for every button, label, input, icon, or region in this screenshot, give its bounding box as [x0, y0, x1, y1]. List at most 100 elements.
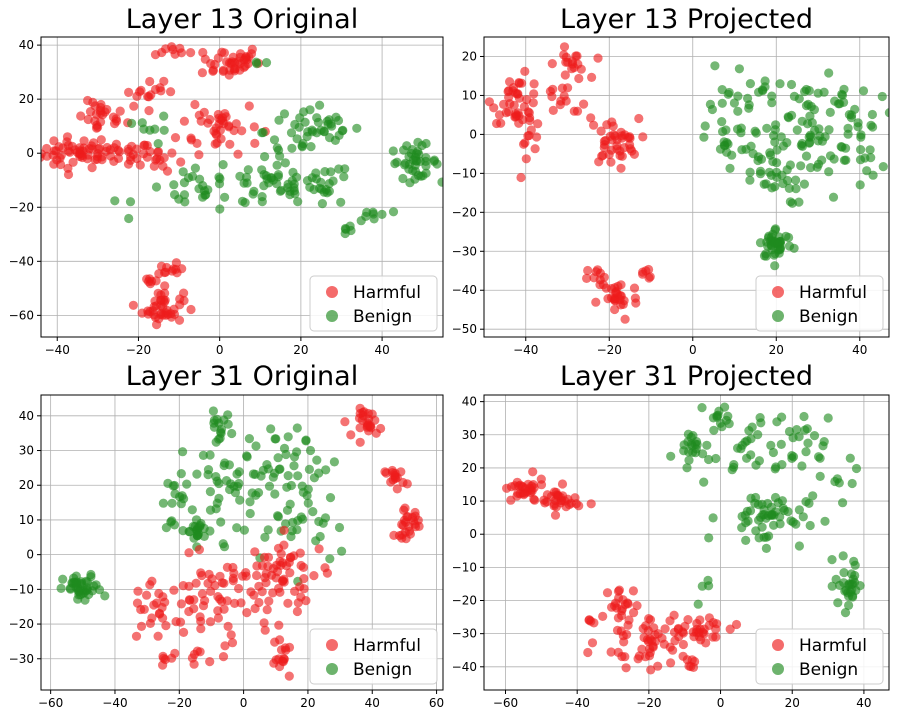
benign-point	[183, 173, 194, 183]
harmful-point	[259, 618, 269, 628]
harmful-point	[115, 106, 125, 116]
benign-point	[827, 555, 837, 565]
y-tick-label: −30	[452, 244, 477, 258]
benign-point	[815, 453, 825, 463]
harmful-point	[203, 578, 213, 589]
benign-point	[214, 493, 224, 503]
harmful-point	[159, 153, 169, 163]
benign-point	[283, 432, 293, 442]
benign-point	[796, 161, 806, 171]
harmful-point	[129, 101, 139, 111]
harmful-point	[63, 163, 73, 173]
y-tick-label: 40	[462, 395, 477, 409]
benign-point	[710, 61, 720, 71]
harmful-point	[264, 596, 274, 606]
harmful-point	[227, 638, 238, 648]
benign-point	[274, 464, 284, 474]
harmful-point	[559, 42, 570, 52]
harmful-point	[143, 306, 153, 316]
y-tick-label: −10	[452, 166, 477, 180]
benign-point	[746, 141, 756, 151]
harmful-point	[79, 136, 89, 146]
harmful-point	[222, 596, 232, 606]
y-tick-label: 40	[19, 409, 34, 423]
harmful-point	[381, 468, 391, 478]
benign-point	[733, 106, 743, 116]
benign-point	[878, 162, 888, 172]
harmful-point	[196, 624, 206, 634]
benign-point	[877, 91, 887, 102]
harmful-point	[230, 598, 240, 609]
benign-point	[314, 516, 324, 527]
harmful-point	[625, 140, 635, 150]
harmful-point	[179, 116, 189, 126]
harmful-point	[67, 141, 77, 151]
benign-point	[851, 463, 862, 474]
harmful-point	[210, 139, 220, 149]
benign-point	[315, 531, 325, 542]
benign-point	[273, 453, 283, 463]
harmful-point	[619, 637, 629, 647]
benign-point	[272, 179, 282, 189]
harmful-point	[274, 620, 284, 630]
harmful-point	[161, 44, 171, 54]
benign-point	[766, 440, 776, 450]
benign-point	[377, 209, 387, 219]
harmful-point	[270, 637, 280, 647]
harmful-point	[623, 620, 633, 630]
benign-point	[325, 554, 335, 564]
x-tick-label: −60	[493, 696, 518, 710]
axes-frame	[483, 36, 890, 338]
y-tick-label: 10	[19, 513, 34, 527]
harmful-point	[259, 552, 270, 563]
harmful-point	[614, 585, 625, 595]
harmful-point	[158, 161, 168, 171]
harmful-point	[559, 91, 569, 101]
benign-point	[801, 447, 811, 457]
benign-point	[178, 167, 188, 177]
benign-point	[326, 167, 336, 177]
benign-point	[356, 216, 366, 226]
y-tick-label: −20	[9, 200, 34, 214]
harmful-point	[532, 132, 542, 142]
benign-point	[808, 491, 818, 501]
benign-point	[283, 471, 293, 481]
harmful-point	[213, 592, 223, 602]
benign-point	[257, 128, 267, 138]
harmful-point	[593, 53, 603, 63]
y-tick-label: 0	[26, 548, 34, 562]
harmful-point	[154, 588, 164, 599]
benign-point	[328, 176, 338, 186]
harmful-point	[133, 586, 143, 596]
benign-point	[270, 489, 280, 499]
benign-point	[286, 531, 296, 542]
benign-point	[729, 98, 740, 108]
benign-point	[847, 478, 857, 489]
benign-point	[734, 64, 745, 74]
benign-point	[151, 182, 162, 192]
benign-point	[751, 460, 761, 470]
x-tick-label: 20	[300, 696, 315, 710]
benign-point	[327, 121, 337, 131]
benign-point	[198, 450, 208, 460]
y-tick-label: −40	[452, 660, 477, 674]
harmful-point	[205, 114, 215, 125]
benign-legend-label: Benign	[799, 660, 858, 680]
benign-point	[838, 551, 848, 561]
harmful-point	[132, 598, 143, 608]
harmful-point	[225, 139, 235, 149]
benign-legend-label: Benign	[353, 660, 412, 680]
harmful-point	[504, 107, 514, 117]
benign-point	[846, 113, 857, 123]
benign-point	[221, 476, 232, 486]
benign-point	[304, 464, 314, 474]
harmful-point	[87, 163, 97, 173]
benign-point	[309, 473, 319, 483]
x-tick-label: 60	[429, 696, 444, 710]
harmful-point	[589, 120, 599, 130]
benign-point	[761, 251, 771, 261]
y-tick-label: −60	[9, 308, 34, 322]
benign-point	[244, 434, 254, 444]
benign-point	[705, 99, 716, 109]
